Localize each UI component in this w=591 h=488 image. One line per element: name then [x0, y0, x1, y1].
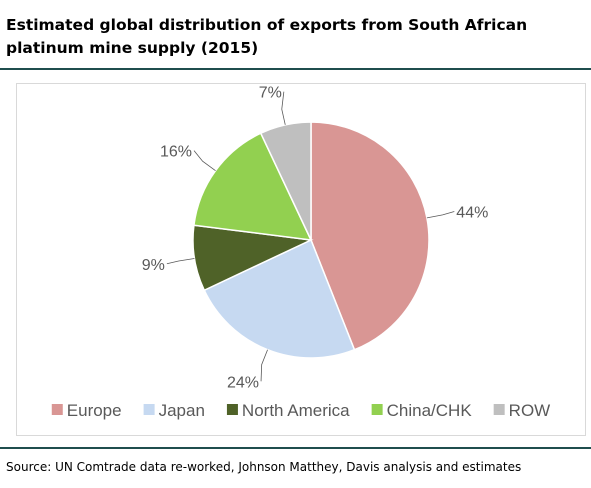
- legend-item-europe: Europe: [51, 401, 122, 420]
- legend-item-japan: Japan: [143, 401, 205, 420]
- data-label-china-chk: 16%: [160, 144, 192, 161]
- legend-label-north-america: North America: [242, 401, 350, 420]
- source-rule: [0, 447, 591, 449]
- legend-item-row: ROW: [493, 401, 551, 420]
- pie-data-labels: 44% 24% 9% 16% 7%: [142, 85, 489, 392]
- legend-swatch-japan: [143, 404, 155, 415]
- legend-label-row: ROW: [509, 401, 551, 420]
- pie-chart: 44% 24% 9% 16% 7% Europe Japan North America Chi…: [51, 85, 551, 420]
- legend-label-china-chk: China/CHK: [387, 401, 473, 420]
- leader-line-europe: [426, 211, 455, 219]
- data-label-north-america: 9%: [142, 257, 165, 274]
- data-label-row: 7%: [259, 85, 282, 102]
- data-label-japan: 24%: [227, 374, 259, 391]
- data-label-europe: 44%: [456, 205, 488, 222]
- legend-label-japan: Japan: [159, 401, 205, 420]
- leader-line-row: [281, 91, 286, 125]
- leader-line-north-america: [166, 258, 195, 265]
- leader-line-japan: [260, 349, 268, 382]
- legend-label-europe: Europe: [67, 401, 122, 420]
- title-rule: [0, 68, 591, 70]
- pie-slice-europe: [310, 121, 430, 351]
- leader-line-china-chk: [193, 150, 216, 171]
- chart-area: [16, 83, 586, 436]
- source-note: Source: UN Comtrade data re-worked, John…: [6, 460, 522, 474]
- pie-slices: [192, 121, 430, 359]
- legend-item-china-chk: China/CHK: [371, 401, 473, 420]
- chart-title: Estimated global distribution of exports…: [6, 16, 528, 57]
- legend: Europe Japan North America China/CHK ROW: [51, 401, 551, 420]
- legend-swatch-europe: [51, 404, 63, 415]
- legend-swatch-row: [493, 404, 505, 415]
- legend-swatch-north-america: [226, 404, 238, 415]
- legend-item-north-america: North America: [226, 401, 350, 420]
- legend-swatch-china-chk: [371, 404, 383, 415]
